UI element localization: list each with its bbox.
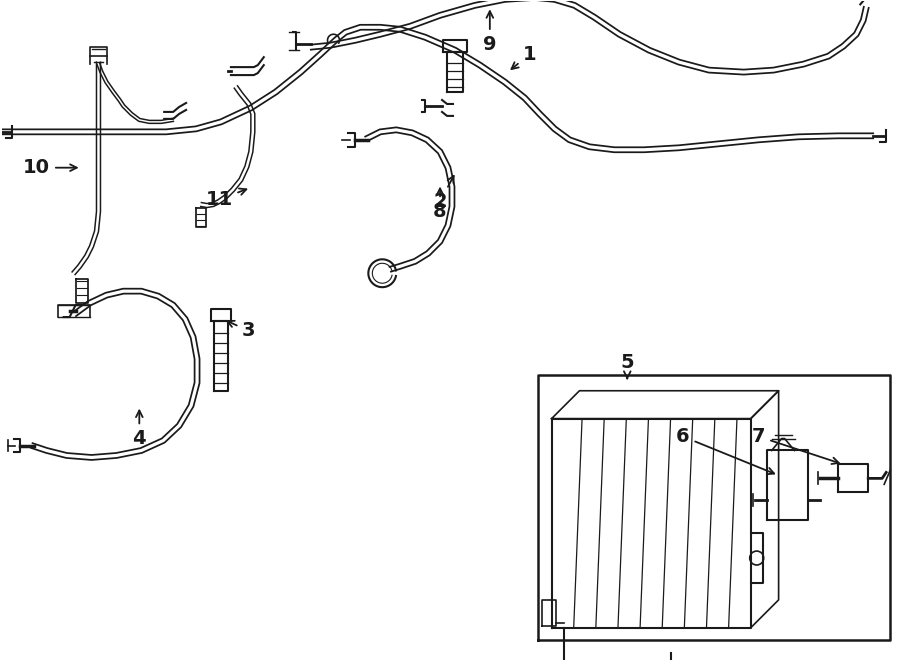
Text: 9: 9 xyxy=(483,11,497,54)
Text: 3: 3 xyxy=(228,321,256,340)
Text: 4: 4 xyxy=(132,410,146,448)
Text: 1: 1 xyxy=(511,45,536,69)
Text: 8: 8 xyxy=(433,188,447,221)
Text: 11: 11 xyxy=(205,188,247,209)
Text: 7: 7 xyxy=(752,427,839,464)
Text: 2: 2 xyxy=(433,176,454,211)
Text: 5: 5 xyxy=(620,354,634,379)
Text: 6: 6 xyxy=(676,427,774,474)
Text: 10: 10 xyxy=(23,158,76,177)
